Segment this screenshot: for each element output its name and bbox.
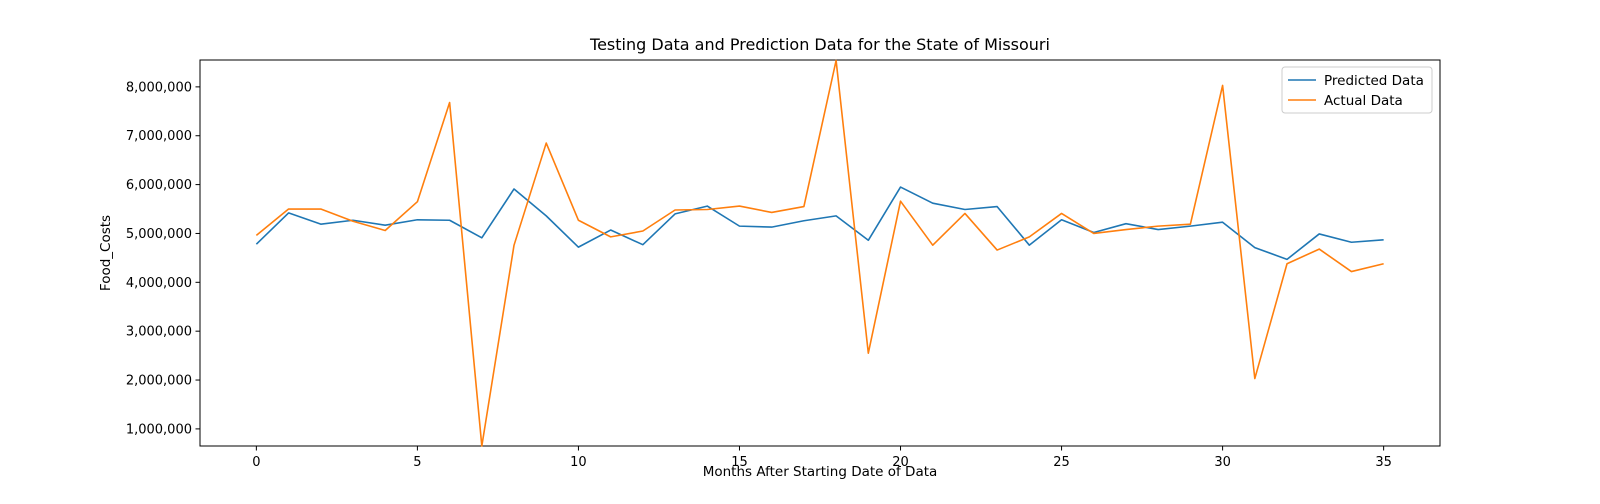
y-axis-ticks: 1,000,000 2,000,000 3,000,000 4,000,000 5,00… [126,80,200,437]
series-lines [255,59,1384,447]
y-tick-label: 7,000,000 [126,129,192,144]
series-line-predicted-data [255,186,1384,261]
legend-label: Predicted Data [1324,73,1424,89]
x-tick-label: 15 [731,455,748,470]
x-axis-ticks: 0 5 10 15 20 25 30 35 [252,446,1392,470]
y-tick-label: 4,000,000 [126,276,192,291]
y-tick-label: 8,000,000 [126,80,192,95]
legend-box [1281,66,1433,114]
x-tick-label: 30 [1214,455,1231,470]
series-line-actual-data [255,59,1384,447]
x-tick-label: 5 [413,455,421,470]
y-tick-label: 2,000,000 [126,374,192,389]
x-tick-label: 35 [1375,455,1392,470]
y-tick-label: 3,000,000 [126,325,192,340]
y-tick-label: 1,000,000 [126,422,192,437]
legend-label: Actual Data [1324,93,1403,109]
y-tick-label: 6,000,000 [126,178,192,193]
y-axis-label: Food_Costs [98,215,114,291]
x-axis-label: Months After Starting Date of Data [703,464,938,480]
y-tick-label: 5,000,000 [126,227,192,242]
x-tick-label: 10 [570,455,587,470]
legend: Predicted Data Actual Data [1281,66,1433,114]
plot-area-frame [199,59,1441,447]
x-tick-label: 25 [1053,455,1070,470]
x-tick-label: 0 [252,455,260,470]
chart-title: Testing Data and Prediction Data for the… [589,35,1050,54]
x-tick-label: 20 [892,455,909,470]
